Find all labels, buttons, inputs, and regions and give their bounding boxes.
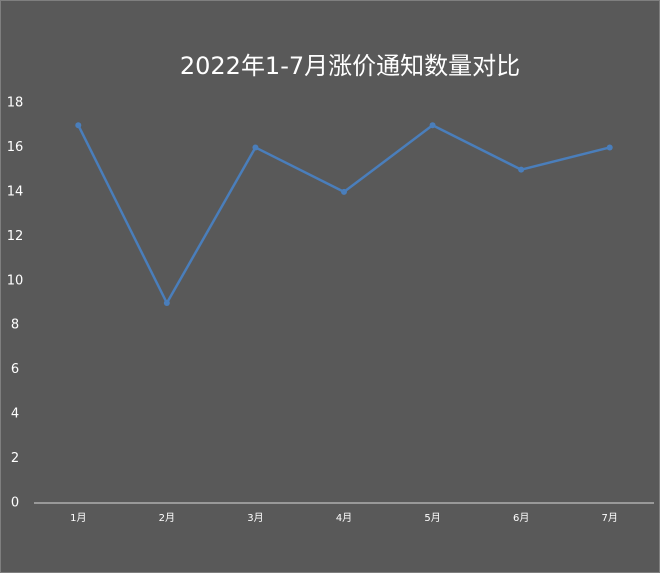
data-point (429, 122, 436, 129)
data-point (341, 188, 347, 195)
x-tick-label: 1月 (70, 512, 86, 524)
x-tick-label: 2月 (159, 512, 175, 524)
x-tick-label: 6月 (513, 512, 529, 524)
x-tick-label: 3月 (247, 512, 263, 524)
x-tick-label: 7月 (602, 512, 618, 524)
x-tick-label: 4月 (336, 512, 352, 524)
y-tick-label: 6 (11, 362, 19, 377)
y-tick-label: 18 (7, 96, 24, 111)
data-point (252, 144, 259, 151)
data-point (163, 300, 170, 306)
y-tick-label: 10 (7, 273, 24, 288)
y-tick-label: 14 (7, 184, 24, 199)
y-tick-label: 12 (7, 229, 24, 244)
y-tick-label: 8 (11, 318, 19, 333)
data-point (75, 122, 82, 129)
y-tick-label: 4 (11, 407, 19, 422)
y-tick-label: 16 (7, 140, 24, 155)
x-tick-label: 5月 (424, 512, 440, 524)
y-tick-label: 2 (11, 451, 19, 466)
y-tick-label: 0 (11, 496, 19, 511)
data-point (518, 166, 525, 173)
data-point (606, 144, 613, 151)
chart-title: 2022年1-7月涨价通知数量对比 (180, 52, 520, 80)
